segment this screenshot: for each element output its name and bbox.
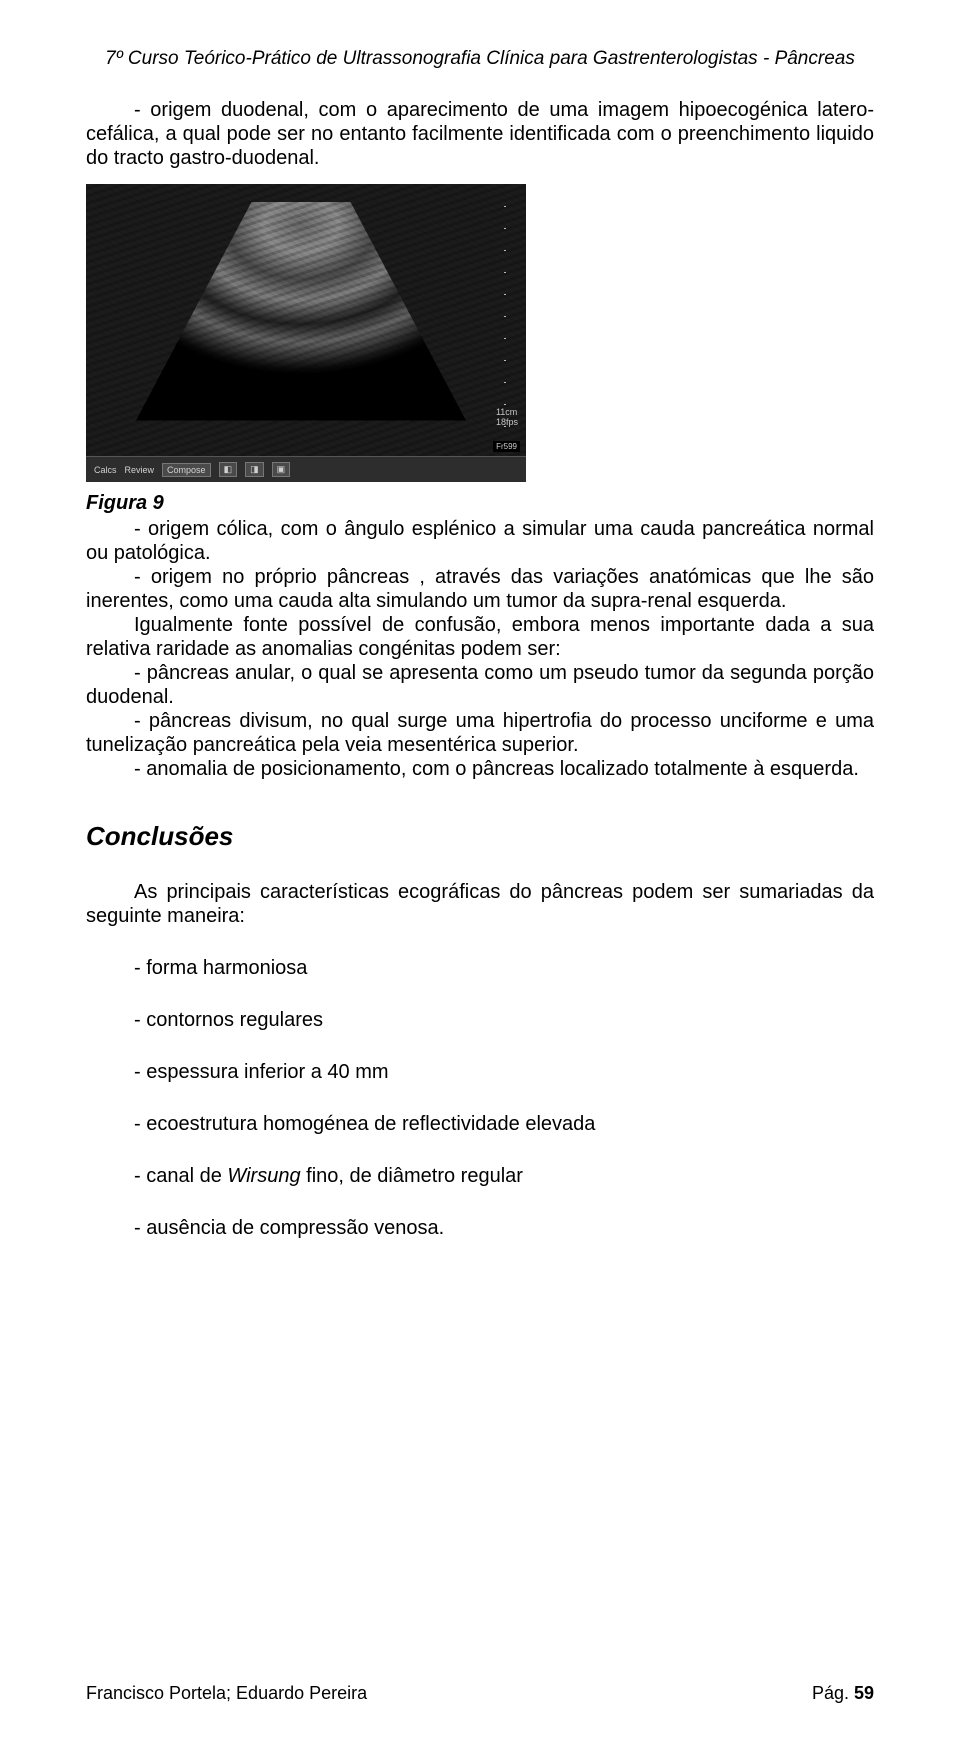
conclusions-intro-paragraph: As principais características ecográfica… bbox=[86, 880, 874, 928]
paragraph-anomalias-intro: Igualmente fonte possível de confusão, e… bbox=[86, 613, 874, 661]
intro-paragraph: - origem duodenal, com o aparecimento de… bbox=[86, 98, 874, 170]
toolbar-compose-label: Compose bbox=[162, 463, 211, 477]
bullet-compressao: - ausência de compressão venosa. bbox=[134, 1216, 874, 1240]
ultrasound-noise-overlay bbox=[86, 184, 526, 482]
ultrasound-depth-readout: 11cm 18fps bbox=[496, 408, 518, 428]
ultrasound-bottom-toolbar: Calcs Review Compose ◧ ◨ ▣ bbox=[86, 456, 526, 482]
bullet-wirsung-post: fino, de diâmetro regular bbox=[301, 1165, 523, 1187]
bullet-contornos: - contornos regulares bbox=[134, 1008, 874, 1032]
bullet-wirsung: - canal de Wirsung fino, de diâmetro reg… bbox=[134, 1164, 874, 1188]
bullet-wirsung-em: Wirsung bbox=[227, 1165, 300, 1187]
paragraph-colica: - origem cólica, com o ângulo esplénico … bbox=[86, 517, 874, 565]
toolbar-chip-icon: ◨ bbox=[245, 462, 264, 477]
footer-page: Pág. 59 bbox=[812, 1683, 874, 1704]
page-footer: Francisco Portela; Eduardo Pereira Pág. … bbox=[86, 1683, 874, 1704]
paragraph-pancreas-anular: - pâncreas anular, o qual se apresenta c… bbox=[86, 661, 874, 709]
footer-authors: Francisco Portela; Eduardo Pereira bbox=[86, 1683, 367, 1704]
paragraph-pancreas-proprio: - origem no próprio pâncreas , através d… bbox=[86, 565, 874, 613]
frame-counter-label: Fr599 bbox=[493, 441, 520, 452]
conclusions-heading: Conclusões bbox=[86, 821, 874, 852]
figure-caption-label: Figura 9 bbox=[86, 492, 874, 515]
fps-label: 18fps bbox=[496, 418, 518, 428]
bullet-wirsung-pre: - canal de bbox=[134, 1165, 227, 1187]
page-header-title: 7º Curso Teórico-Prático de Ultrassonogr… bbox=[86, 48, 874, 70]
paragraph-anomalia-posicionamento: - anomalia de posicionamento, com o pânc… bbox=[86, 757, 874, 781]
toolbar-calcs-label: Calcs bbox=[94, 465, 117, 475]
conclusions-bullet-list: - forma harmoniosa - contornos regulares… bbox=[134, 956, 874, 1240]
bullet-forma: - forma harmoniosa bbox=[134, 956, 874, 980]
toolbar-review-label: Review bbox=[125, 465, 155, 475]
ultrasound-figure: 11cm 18fps Fr599 Calcs Review Compose ◧ … bbox=[86, 184, 526, 482]
toolbar-chip-icon: ▣ bbox=[272, 462, 291, 477]
paragraph-pancreas-divisum: - pâncreas divisum, no qual surge uma hi… bbox=[86, 709, 874, 757]
ultrasound-depth-scale bbox=[504, 206, 506, 432]
bullet-espessura: - espessura inferior a 40 mm bbox=[134, 1060, 874, 1084]
footer-page-label: Pág. bbox=[812, 1683, 854, 1703]
bullet-ecoestrutura: - ecoestrutura homogénea de reflectivida… bbox=[134, 1112, 874, 1136]
toolbar-chip-icon: ◧ bbox=[219, 462, 238, 477]
footer-page-number: 59 bbox=[854, 1683, 874, 1703]
